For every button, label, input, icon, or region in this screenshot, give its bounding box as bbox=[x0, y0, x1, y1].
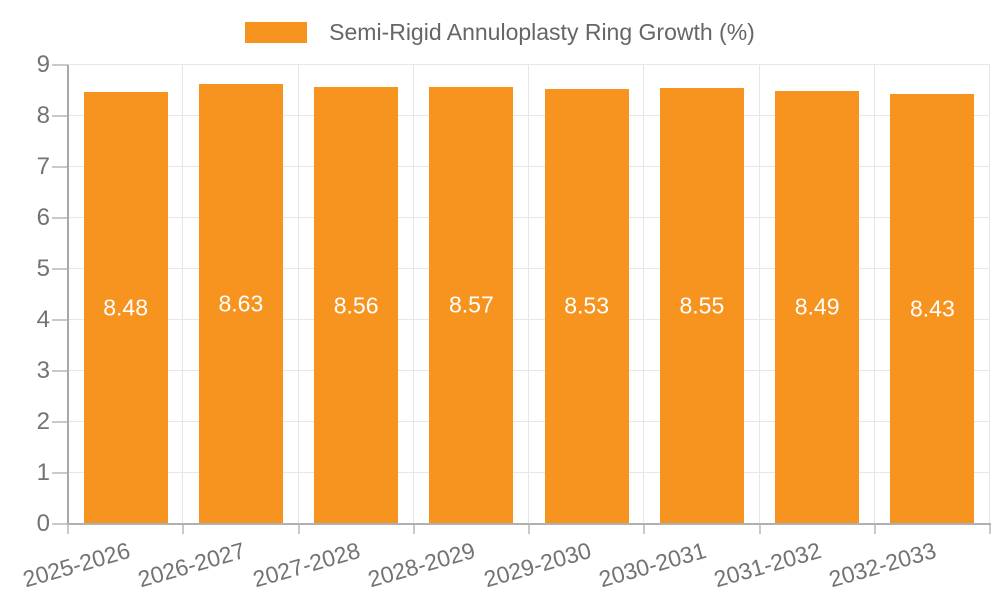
y-axis-line bbox=[67, 65, 69, 524]
v-gridline bbox=[412, 65, 414, 524]
h-gridline bbox=[68, 472, 990, 473]
y-tick-label: 3 bbox=[36, 357, 50, 384]
h-gridline bbox=[68, 115, 990, 116]
bar[interactable]: 8.49 bbox=[775, 91, 860, 524]
v-gridline bbox=[758, 65, 760, 524]
x-axis-tick bbox=[989, 524, 991, 534]
y-axis-tick bbox=[52, 115, 68, 117]
y-tick-label: 5 bbox=[36, 255, 50, 282]
h-gridline bbox=[68, 319, 990, 320]
x-axis-tick bbox=[643, 524, 646, 534]
bar-value-label: 8.53 bbox=[564, 292, 610, 319]
bar[interactable]: 8.43 bbox=[890, 94, 975, 524]
y-axis-tick bbox=[52, 166, 68, 168]
bar[interactable]: 8.48 bbox=[83, 91, 168, 524]
bar-value-label: 8.43 bbox=[909, 295, 955, 322]
h-gridline bbox=[68, 217, 990, 218]
x-axis-tick bbox=[67, 524, 69, 534]
y-tick-label: 9 bbox=[36, 51, 50, 78]
bar-value-label: 8.56 bbox=[333, 292, 379, 319]
x-axis-tick bbox=[182, 524, 185, 534]
y-axis-tick bbox=[52, 370, 68, 372]
h-gridline bbox=[68, 64, 990, 65]
y-tick-label: 4 bbox=[36, 306, 50, 333]
h-gridline bbox=[68, 421, 990, 422]
x-tick-label: 2029-2030 bbox=[480, 537, 594, 593]
bar-value-label: 8.55 bbox=[679, 292, 725, 319]
y-tick-label: 6 bbox=[36, 204, 50, 231]
x-axis-tick bbox=[297, 524, 300, 534]
bar-value-label: 8.48 bbox=[103, 294, 149, 321]
legend-swatch[interactable] bbox=[245, 21, 308, 43]
y-axis-tick bbox=[52, 268, 68, 270]
legend[interactable]: Semi-Rigid Annuloplasty Ring Growth (%) bbox=[0, 17, 1000, 47]
y-tick-label: 7 bbox=[36, 153, 50, 180]
x-tick-label: 2027-2028 bbox=[250, 537, 364, 593]
y-axis-tick bbox=[52, 523, 68, 525]
x-tick-label: 2030-2031 bbox=[595, 537, 709, 593]
bar-value-label: 8.49 bbox=[794, 293, 840, 320]
bar[interactable]: 8.63 bbox=[198, 83, 283, 524]
x-tick-label: 2028-2029 bbox=[365, 537, 479, 593]
y-tick-label: 1 bbox=[36, 459, 50, 486]
v-gridline bbox=[182, 65, 184, 524]
x-tick-label: 2026-2027 bbox=[134, 537, 248, 593]
legend-label[interactable]: Semi-Rigid Annuloplasty Ring Growth (%) bbox=[329, 19, 755, 45]
y-axis-tick bbox=[52, 64, 68, 66]
v-gridline bbox=[873, 65, 875, 524]
h-gridline bbox=[68, 370, 990, 371]
y-axis-tick bbox=[52, 421, 68, 423]
bar[interactable]: 8.57 bbox=[429, 86, 514, 524]
x-axis-line bbox=[67, 523, 991, 525]
x-axis-tick bbox=[873, 524, 876, 534]
x-axis-tick bbox=[412, 524, 415, 534]
y-tick-label: 0 bbox=[36, 510, 50, 537]
v-gridline bbox=[989, 65, 990, 524]
v-gridline bbox=[643, 65, 645, 524]
bar[interactable]: 8.56 bbox=[314, 87, 399, 524]
x-axis-tick bbox=[528, 524, 530, 534]
x-tick-label: 2031-2032 bbox=[711, 537, 825, 593]
bar-value-label: 8.63 bbox=[218, 290, 264, 317]
x-tick-label: 2032-2033 bbox=[826, 537, 940, 593]
h-gridline bbox=[68, 268, 990, 269]
x-tick-label: 2025-2026 bbox=[19, 537, 133, 593]
y-tick-label: 2 bbox=[36, 408, 50, 435]
v-gridline bbox=[297, 65, 299, 524]
v-gridline bbox=[528, 65, 529, 524]
x-axis-tick bbox=[758, 524, 761, 534]
y-axis-tick bbox=[52, 217, 68, 219]
bar[interactable]: 8.53 bbox=[544, 88, 629, 524]
y-tick-label: 8 bbox=[36, 102, 50, 129]
bar[interactable]: 8.55 bbox=[659, 87, 744, 524]
bar-value-label: 8.57 bbox=[448, 291, 494, 318]
y-axis-tick bbox=[52, 319, 68, 321]
y-axis-tick bbox=[52, 472, 68, 474]
h-gridline bbox=[68, 166, 990, 167]
